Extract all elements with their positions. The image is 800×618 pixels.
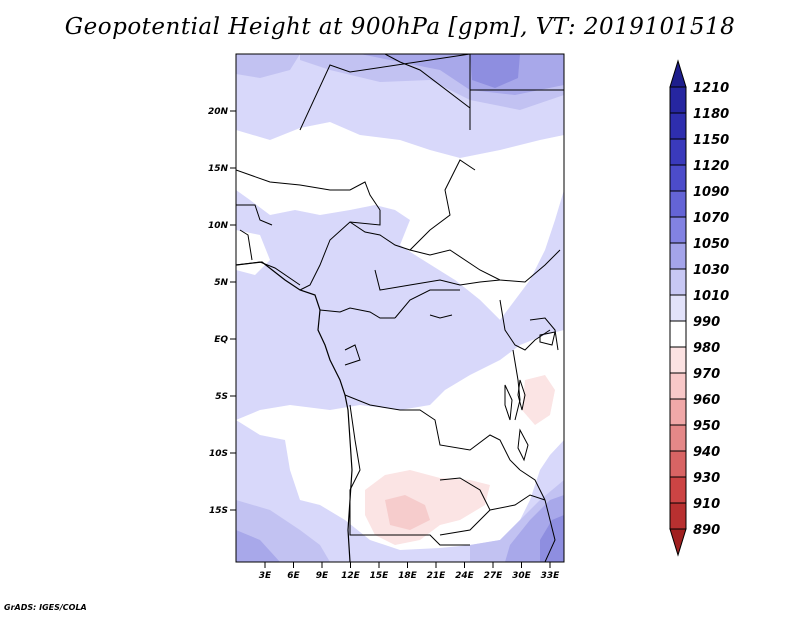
colorbar-label: 970 (693, 367, 720, 382)
lon-tick-label: 12E (341, 571, 361, 581)
lon-tick-label: 3E (259, 571, 272, 581)
colorbar-segment (669, 450, 687, 478)
lon-tick-label: 15E (370, 571, 390, 581)
colorbar-label: 1210 (693, 81, 729, 96)
lat-tick-label: 5S (215, 392, 228, 402)
lon-tick-label: 30E (512, 571, 532, 581)
colorbar-label: 960 (693, 393, 720, 408)
coastline (236, 261, 353, 562)
map-frame (235, 53, 565, 563)
colorbar-label: 1030 (693, 263, 729, 278)
latitude-axis: 20N 15N 10N 5N EQ 5S 10S 15S (208, 107, 236, 516)
lat-tick-label: 10N (208, 221, 229, 231)
lat-tick-label: 10S (209, 449, 228, 459)
lat-tick-label: 15S (209, 506, 228, 516)
colorbar-segment (669, 138, 687, 166)
longitude-axis: 3E 6E 9E 12E 15E 18E 21E 24E 27E 30E 33E (259, 562, 560, 581)
colorbar-label: 1050 (693, 237, 729, 252)
colorbar-segment (669, 164, 687, 192)
lon-tick-label: 9E (316, 571, 329, 581)
colorbar-label: 910 (693, 497, 720, 512)
colorbar-label: 1010 (693, 289, 729, 304)
colorbar-segment (669, 476, 687, 504)
colorbar-segment (669, 424, 687, 452)
colorbar-segment (669, 502, 687, 530)
lat-tick-label: 5N (214, 278, 228, 288)
lon-tick-label: 21E (427, 571, 447, 581)
colorbar-label: 1150 (693, 133, 729, 148)
colorbar-segment (669, 398, 687, 426)
colorbar-top-arrow (669, 59, 687, 88)
lon-tick-label: 27E (484, 571, 504, 581)
colorbar-label: 1180 (693, 107, 729, 122)
lon-tick-label: 33E (541, 571, 561, 581)
colorbar-label: 1120 (693, 159, 729, 174)
colorbar-segment (669, 112, 687, 140)
colorbar-segment (669, 216, 687, 244)
lat-tick-label: 20N (208, 107, 229, 117)
colorbar-label: 890 (693, 523, 720, 538)
lat-tick-label: EQ (214, 335, 228, 345)
colorbar-label: 1090 (693, 185, 729, 200)
colorbar-label: 980 (693, 341, 720, 356)
lon-tick-label: 18E (398, 571, 418, 581)
colorbar-segment (669, 320, 687, 348)
colorbar-segment (669, 190, 687, 218)
colorbar-segment (669, 372, 687, 400)
lon-tick-label: 6E (287, 571, 300, 581)
colorbar-segment (669, 268, 687, 296)
colorbar-label: 990 (693, 315, 720, 330)
lakes (429, 314, 556, 462)
lon-tick-label: 24E (455, 571, 475, 581)
lat-tick-label: 15N (208, 164, 229, 174)
colorbar-label: 1070 (693, 211, 729, 226)
colorbar-segment (669, 242, 687, 270)
map-title: Geopotential Height at 900hPa [gpm], VT:… (64, 14, 736, 40)
colorbar-label: 950 (693, 419, 720, 434)
colorbar-segment (669, 294, 687, 322)
height-field (236, 54, 564, 562)
color-bar: 1210 1180 1150 1120 1090 1070 1050 1030 1010 990 9… (669, 59, 729, 557)
credit-label: GrADS: IGES/COLA (4, 603, 87, 612)
colorbar-label: 940 (693, 445, 720, 460)
colorbar-segment (669, 86, 687, 114)
colorbar-bottom-arrow (669, 528, 687, 557)
colorbar-label: 930 (693, 471, 720, 486)
colorbar-segment (669, 346, 687, 374)
